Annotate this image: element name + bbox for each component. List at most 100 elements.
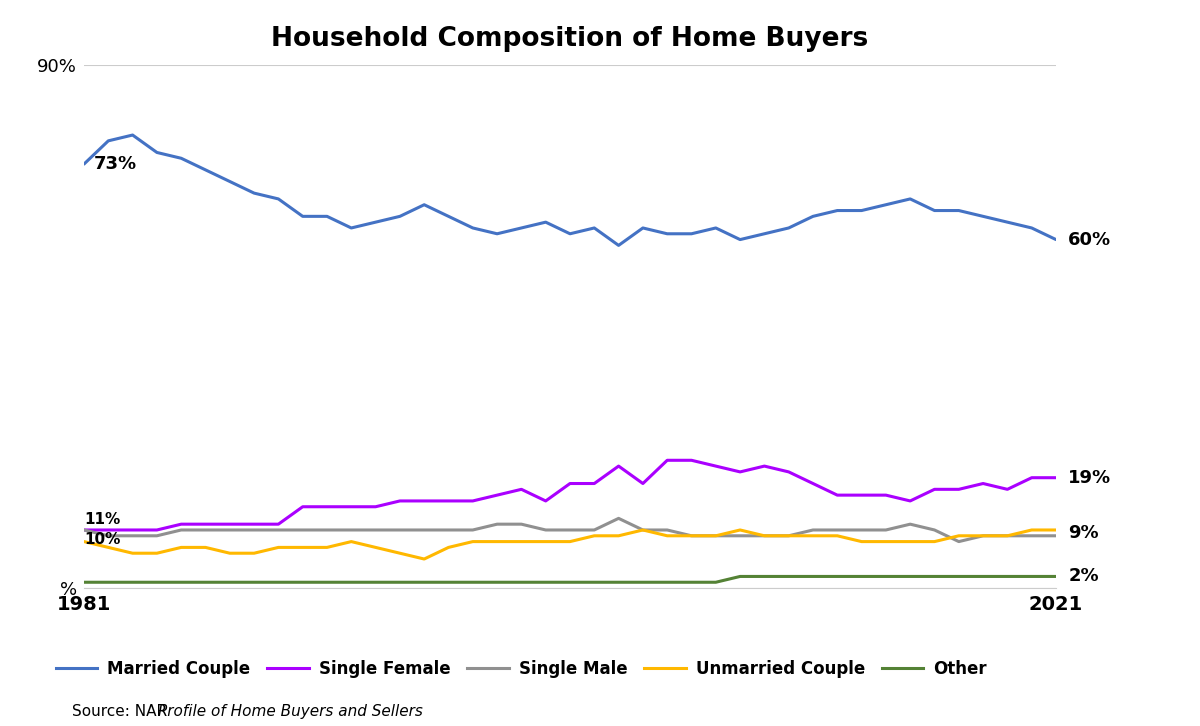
Single Male <box>781 531 796 540</box>
Single Male <box>416 526 431 534</box>
Other <box>271 578 286 587</box>
Other <box>295 578 310 587</box>
Single Female <box>295 502 310 511</box>
Single Female <box>806 479 821 488</box>
Unmarried Couple <box>125 549 139 558</box>
Single Male <box>830 526 845 534</box>
Married Couple <box>587 224 601 232</box>
Other <box>611 578 625 587</box>
Married Couple <box>247 189 262 197</box>
Single Male <box>101 531 115 540</box>
Single Male <box>1025 531 1039 540</box>
Other <box>247 578 262 587</box>
Text: 11%: 11% <box>84 512 120 527</box>
Unmarried Couple <box>563 537 577 546</box>
Single Female <box>563 479 577 488</box>
Single Female <box>587 479 601 488</box>
Married Couple <box>733 235 748 244</box>
Single Male <box>952 537 966 546</box>
Single Female <box>1049 473 1063 482</box>
Married Couple <box>515 224 529 232</box>
Single Female <box>247 520 262 529</box>
Single Female <box>928 485 942 494</box>
Unmarried Couple <box>539 537 553 546</box>
Married Couple <box>466 224 480 232</box>
Unmarried Couple <box>198 543 212 552</box>
Other <box>442 578 456 587</box>
Other <box>684 578 698 587</box>
Married Couple <box>1025 224 1039 232</box>
Other <box>854 572 869 581</box>
Single Male <box>684 531 698 540</box>
Single Female <box>733 468 748 476</box>
Unmarried Couple <box>442 543 456 552</box>
Married Couple <box>563 229 577 238</box>
Other <box>733 572 748 581</box>
Married Couple <box>101 136 115 145</box>
Single Male <box>174 526 188 534</box>
Other <box>344 578 359 587</box>
Unmarried Couple <box>1001 531 1015 540</box>
Unmarried Couple <box>222 549 236 558</box>
Married Couple <box>344 224 359 232</box>
Line: Single Male: Single Male <box>84 518 1056 542</box>
Unmarried Couple <box>515 537 529 546</box>
Married Couple <box>295 212 310 221</box>
Unmarried Couple <box>319 543 334 552</box>
Single Male <box>368 526 383 534</box>
Other <box>392 578 407 587</box>
Unmarried Couple <box>952 531 966 540</box>
Legend: Married Couple, Single Female, Single Male, Unmarried Couple, Other: Married Couple, Single Female, Single Ma… <box>49 653 994 685</box>
Single Female <box>416 497 431 505</box>
Single Female <box>830 491 845 499</box>
Single Female <box>781 468 796 476</box>
Married Couple <box>1001 218 1015 227</box>
Other <box>636 578 650 587</box>
Single Female <box>125 526 139 534</box>
Line: Married Couple: Married Couple <box>84 135 1056 245</box>
Single Male <box>1001 531 1015 540</box>
Other <box>319 578 334 587</box>
Single Female <box>902 497 917 505</box>
Married Couple <box>806 212 821 221</box>
Other <box>198 578 212 587</box>
Other <box>708 578 722 587</box>
Unmarried Couple <box>271 543 286 552</box>
Unmarried Couple <box>1049 526 1063 534</box>
Unmarried Couple <box>150 549 164 558</box>
Other <box>222 578 236 587</box>
Unmarried Couple <box>247 549 262 558</box>
Married Couple <box>368 218 383 227</box>
Single Male <box>636 526 650 534</box>
Single Male <box>928 526 942 534</box>
Single Male <box>976 531 990 540</box>
Unmarried Couple <box>416 555 431 563</box>
Married Couple <box>271 195 286 203</box>
Unmarried Couple <box>174 543 188 552</box>
Unmarried Couple <box>684 531 698 540</box>
Single Male <box>247 526 262 534</box>
Other <box>125 578 139 587</box>
Single Female <box>442 497 456 505</box>
Single Male <box>344 526 359 534</box>
Single Female <box>1025 473 1039 482</box>
Single Male <box>295 526 310 534</box>
Other <box>587 578 601 587</box>
Text: 60%: 60% <box>1068 231 1111 248</box>
Single Male <box>271 526 286 534</box>
Single Female <box>392 497 407 505</box>
Married Couple <box>830 206 845 215</box>
Single Male <box>77 526 91 534</box>
Single Female <box>150 526 164 534</box>
Other <box>976 572 990 581</box>
Single Female <box>198 520 212 529</box>
Unmarried Couple <box>806 531 821 540</box>
Married Couple <box>781 224 796 232</box>
Single Male <box>198 526 212 534</box>
Unmarried Couple <box>878 537 893 546</box>
Single Female <box>344 502 359 511</box>
Single Male <box>587 526 601 534</box>
Married Couple <box>636 224 650 232</box>
Single Female <box>271 520 286 529</box>
Single Female <box>490 491 504 499</box>
